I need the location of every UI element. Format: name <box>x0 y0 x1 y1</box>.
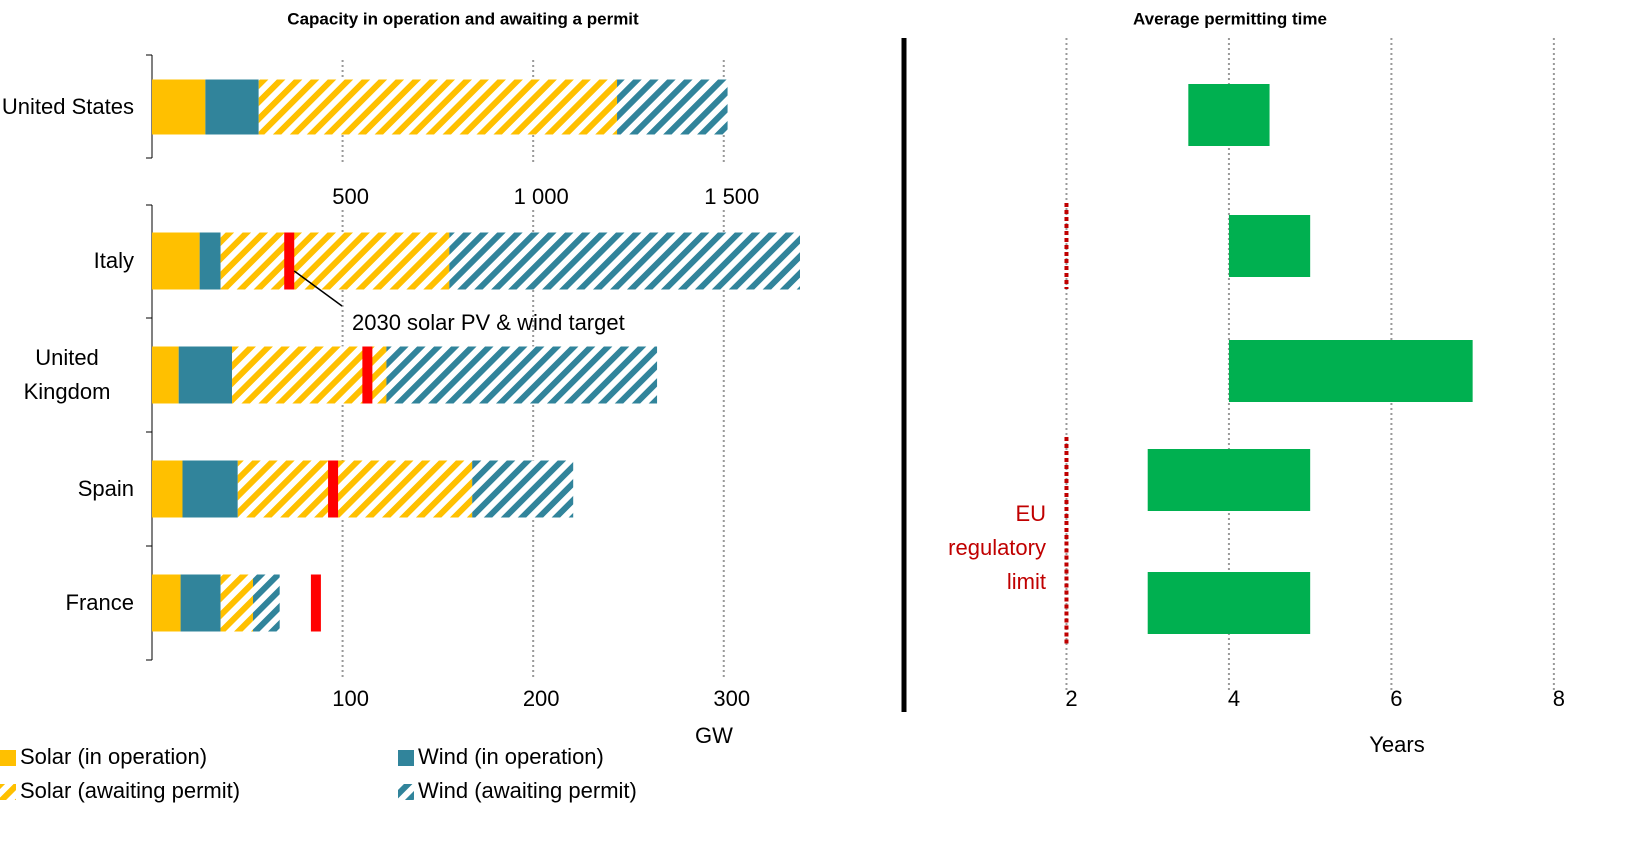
bar-segment <box>220 232 450 290</box>
legend-label: Solar (awaiting permit) <box>20 778 240 803</box>
y-tick-label-wrap: United States <box>0 62 134 152</box>
range-bar <box>1228 215 1311 277</box>
y-tick-label-box: Italy <box>0 216 134 306</box>
y-tick-label: United States <box>1 94 134 119</box>
x-axis-label: Years <box>1369 732 1424 757</box>
bar-segment <box>253 574 280 632</box>
target-marker <box>362 346 373 404</box>
y-tick-label-box: Spain <box>0 444 134 534</box>
x-tick-label: 200 <box>523 686 560 711</box>
y-tick-label-wrap: United Kingdom <box>0 330 134 420</box>
x-tick-label: 1 000 <box>514 184 569 209</box>
limit-label-box: EU regulatory limit <box>930 490 1046 605</box>
chart-title: Average permitting time <box>1133 9 1327 28</box>
bar-segment <box>617 79 728 135</box>
x-tick-label: 2 <box>1065 686 1077 711</box>
legend-swatch <box>398 750 414 766</box>
bar-segment <box>152 460 183 518</box>
y-tick-label: United Kingdom <box>23 345 111 404</box>
target-marker <box>328 460 339 518</box>
bar-segment <box>449 232 800 290</box>
x-tick-label: 500 <box>332 184 369 209</box>
y-tick-label-wrap: Spain <box>0 444 134 534</box>
y-tick-label-box: France <box>0 558 134 648</box>
legend-label: Solar (in operation) <box>20 744 207 769</box>
legend-label: Wind (in operation) <box>418 744 604 769</box>
x-tick-label: 100 <box>332 686 369 711</box>
bar-segment <box>472 460 574 518</box>
target-marker <box>310 574 321 632</box>
y-tick-label: France <box>65 590 134 615</box>
annotation: 2030 solar PV & wind target <box>352 310 625 335</box>
bar-segment <box>152 232 200 290</box>
x-tick-label: 6 <box>1390 686 1402 711</box>
bar-segment <box>180 574 221 632</box>
bar-segment <box>152 574 181 632</box>
y-tick-label-wrap: France <box>0 558 134 648</box>
legend-swatch <box>0 750 16 766</box>
target-marker <box>284 232 295 290</box>
x-axis-label: GW <box>695 723 733 748</box>
legend-label: Wind (awaiting permit) <box>418 778 637 803</box>
y-tick-label-box: United Kingdom <box>0 330 134 420</box>
bar-segment <box>258 79 618 135</box>
limit-label: EU regulatory limit <box>948 500 1046 594</box>
range-bar <box>1188 84 1270 146</box>
bar-segment <box>152 79 206 135</box>
x-tick-label: 1 500 <box>704 184 759 209</box>
bar-segment <box>182 460 238 518</box>
bar-segment <box>386 346 658 404</box>
x-tick-label: 300 <box>713 686 750 711</box>
bar-segment <box>199 232 221 290</box>
y-tick-label: Spain <box>77 476 134 501</box>
annotation-line <box>293 270 343 307</box>
y-tick-label-wrap: Italy <box>0 216 134 306</box>
bar-segment <box>152 346 179 404</box>
x-tick-label: 4 <box>1228 686 1240 711</box>
range-bar <box>1147 449 1311 511</box>
range-bar <box>1228 340 1473 402</box>
bar-segment <box>178 346 233 404</box>
bar-segment <box>237 460 473 518</box>
legend-swatch <box>0 784 16 800</box>
limit-label-wrap: EU regulatory limit <box>930 490 1046 605</box>
chart-title: Capacity in operation and awaiting a per… <box>287 9 639 28</box>
y-tick-label: Italy <box>93 248 134 273</box>
y-tick-label-box: United States <box>0 62 134 152</box>
bar-segment <box>232 346 387 404</box>
bar-segment <box>220 574 254 632</box>
x-tick-label: 8 <box>1553 686 1565 711</box>
legend-swatch <box>398 784 414 800</box>
range-bar <box>1147 572 1311 634</box>
bar-segment <box>205 79 259 135</box>
